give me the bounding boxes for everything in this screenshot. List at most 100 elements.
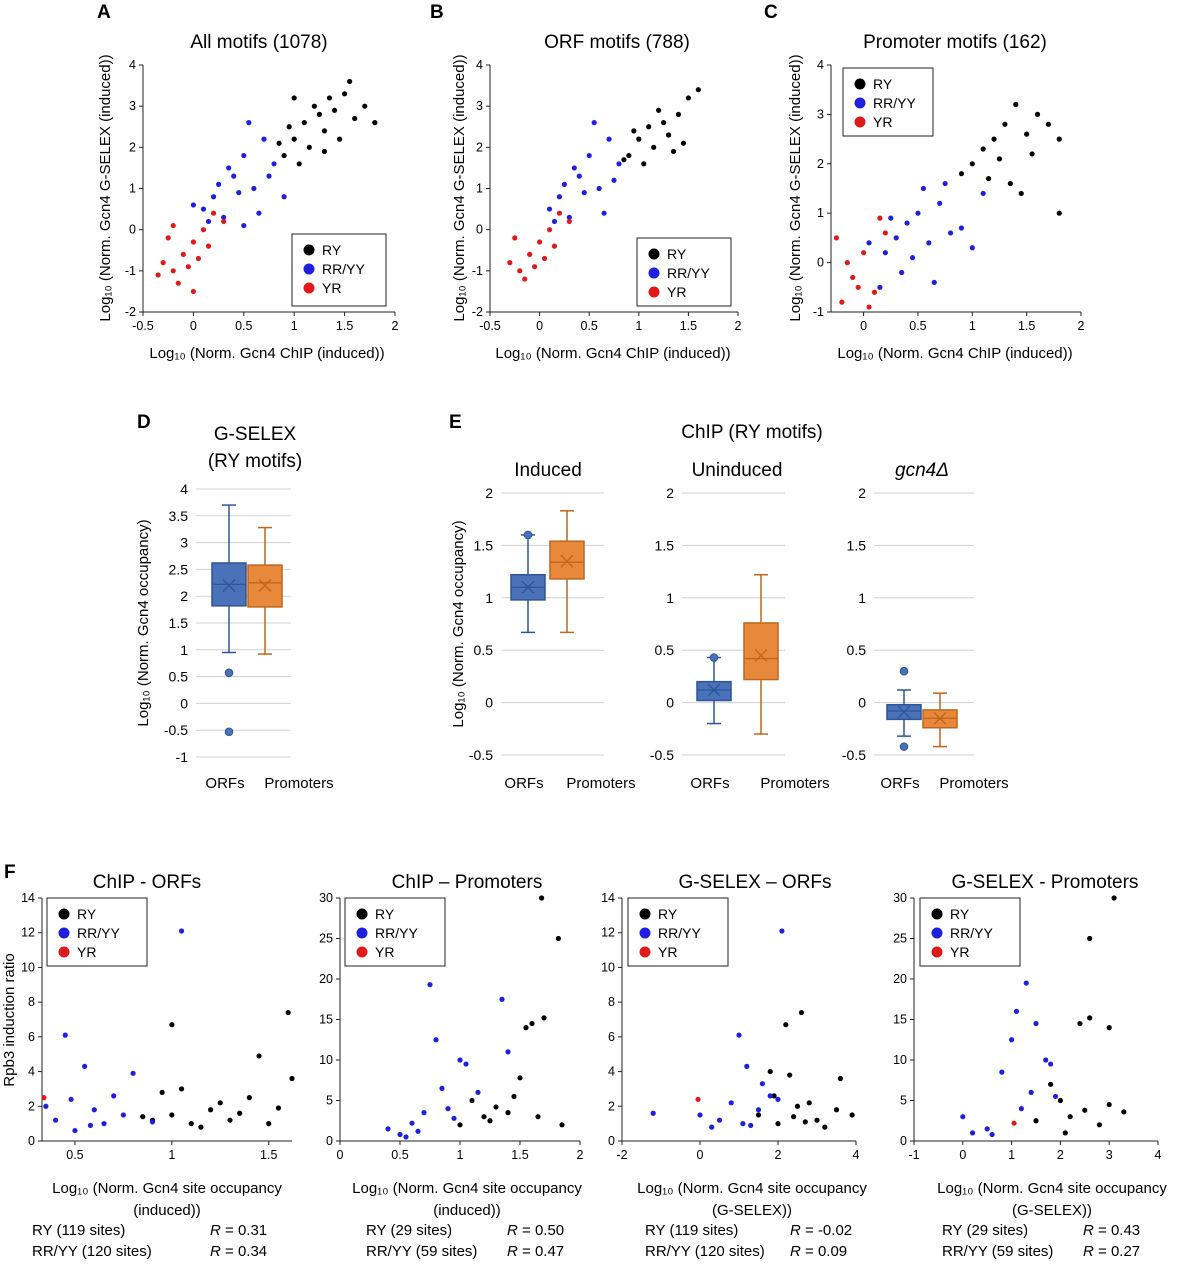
chart11-legend-marker-rryy <box>931 927 943 939</box>
chart8-point-ry <box>256 1053 262 1059</box>
chart2-point-rryy <box>546 206 553 212</box>
chart6-ytick-label: 2 <box>666 485 674 501</box>
chart1-point-rryy <box>281 194 287 200</box>
chart11-point-rryy <box>1023 980 1029 986</box>
chart1-point-yr <box>195 255 202 262</box>
chart8-point-rryy <box>52 1117 59 1123</box>
chart10-point-rryy <box>779 928 785 934</box>
chart3-point-rryy <box>899 269 905 276</box>
chart1-point-rryy <box>251 185 257 192</box>
chart2-xtick-label: -0.5 <box>479 319 501 333</box>
chart10-point-rryy <box>775 1096 781 1102</box>
chart2-legend-label-rryy: RR/YY <box>667 265 710 281</box>
chart10-point-ry <box>814 1117 820 1123</box>
chart8-stat-r: R = 0.34 <box>210 1243 267 1260</box>
chart9-stat-label: RY (29 sites) <box>366 1222 452 1239</box>
chart11-ytick-label: 15 <box>893 1013 907 1027</box>
chart9-point-ry <box>523 1025 529 1031</box>
chart2-legend-marker-ry <box>648 248 660 260</box>
chart9-point-rryy <box>433 1037 439 1043</box>
chart6-ytick-label: 1 <box>666 590 674 606</box>
chart8-point-rryy <box>72 1127 78 1134</box>
chart7-ytick-label: 0.5 <box>847 642 867 658</box>
chart2-legend-marker-rryy <box>648 267 660 279</box>
chart1-point-rryy <box>236 190 242 196</box>
chart1-ytick-label: -2 <box>125 305 136 319</box>
chart4-outlier-orfs <box>224 668 234 678</box>
chart9-point-ry <box>481 1114 487 1120</box>
chart7-subtitle: gcn4Δ <box>895 460 949 481</box>
chart9-legend-marker-ry <box>356 908 368 920</box>
chart9-ytick-label: 5 <box>326 1094 333 1108</box>
chart10-ytick-label: 2 <box>608 1099 615 1113</box>
chart11-ytick-label: 30 <box>893 891 907 905</box>
chart1-point-ry <box>296 161 302 167</box>
chart3-ytick-label: 2 <box>817 157 824 171</box>
chart10-point-ry <box>798 1009 805 1016</box>
chart8-xlabel: Log₁₀ (Norm. Gcn4 site occupancy <box>52 1180 282 1197</box>
chart3-point-rryy <box>888 215 894 221</box>
chart11-xtick-label: 0 <box>959 1148 966 1162</box>
chart9-ytick-label: 0 <box>326 1134 333 1148</box>
chart6-mean-promoters <box>754 648 768 662</box>
chart7-category-orfs: ORFs <box>880 775 919 792</box>
chart8-point-rryy <box>178 928 185 934</box>
chart9-title: ChIP – Promoters <box>392 872 543 893</box>
chart10-point-ry <box>767 1068 773 1075</box>
chart11-point-rryy <box>984 1126 990 1132</box>
chart2-point-yr <box>532 264 538 270</box>
chart3-point-ry <box>1007 180 1013 187</box>
chart10-point-ry <box>822 1124 828 1130</box>
chart10-xtick-label: 2 <box>775 1148 782 1162</box>
chart1-xtick-label: -0.5 <box>132 319 154 333</box>
chart3-title: Promoter motifs (162) <box>863 32 1047 53</box>
chart7-ytick-label: 1 <box>858 590 866 606</box>
chart1-point-ry <box>352 115 358 122</box>
chart1-point-rryy <box>246 120 252 126</box>
chart3-ytick-label: 3 <box>817 107 824 121</box>
chart1-point-rryy <box>271 161 277 167</box>
chart2-point-rryy <box>586 152 592 159</box>
chart8-stat-r-symbol: R <box>210 1222 221 1239</box>
chart1-xtick-label: 1 <box>291 319 298 333</box>
chart10-xtick-label: 0 <box>697 1148 704 1162</box>
chart3-xtick-label: 1.5 <box>1018 319 1035 333</box>
chart2-point-ry <box>661 120 667 126</box>
chart2-point-rryy <box>566 214 572 220</box>
chart9-ytick-label: 10 <box>319 1053 333 1067</box>
chart8-point-ry <box>169 1022 175 1028</box>
chart9-stat-label: RR/YY (59 sites) <box>366 1243 477 1260</box>
chart11-point-ry <box>1033 1118 1039 1124</box>
chart2-point-rryy <box>606 136 612 142</box>
chart5-ytick-label: 1 <box>485 590 493 606</box>
chart1-point-rryy <box>190 202 196 208</box>
chart10-point-ry <box>787 1072 793 1078</box>
chart1-point-ry <box>321 128 328 134</box>
chart8-point-ry <box>246 1095 252 1101</box>
chart9-point-rryy <box>421 1110 427 1116</box>
chart4-ytick-label: -1 <box>176 749 189 765</box>
chart5-outlier-orfs <box>523 530 533 540</box>
chart8-ylabel: Rpb3 induction ratio <box>1 953 18 1086</box>
chart1-point-yr <box>221 218 227 225</box>
chart10-ytick-label: 8 <box>608 995 615 1009</box>
chart3-point-rryy <box>931 279 937 285</box>
chart1-legend-label-yr: YR <box>322 280 341 296</box>
chart2-ytick-label: 0 <box>476 223 483 237</box>
chart2-legend-label-yr: YR <box>667 284 686 300</box>
chart1-point-yr <box>170 268 176 274</box>
chart4-ytick-label: -0.5 <box>164 722 188 738</box>
chart5-ytick-label: 0.5 <box>474 642 494 658</box>
chart7-mean-promoters <box>933 711 947 725</box>
chart3-point-ry <box>996 156 1003 162</box>
chart1-ytick-label: 2 <box>129 140 136 154</box>
chart1-point-rryy <box>241 222 247 229</box>
chart11-point-rryy <box>1009 1037 1015 1043</box>
chart2-ytick-label: 3 <box>476 99 483 113</box>
chart11-stat-r: R = 0.27 <box>1083 1243 1140 1260</box>
chart8-point-rryy <box>82 1063 88 1069</box>
chart1-point-yr <box>200 227 207 233</box>
chart9-stat-r: R = 0.47 <box>507 1243 564 1260</box>
chart6-ytick-label: -0.5 <box>650 747 674 763</box>
